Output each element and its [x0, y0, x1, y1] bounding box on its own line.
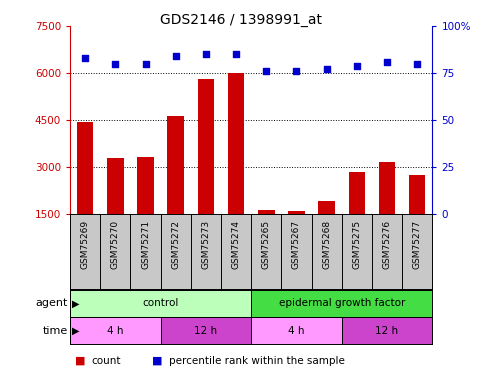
- Bar: [137, 157, 154, 214]
- Text: GSM75276: GSM75276: [383, 220, 392, 269]
- Point: [81, 55, 89, 61]
- Text: 12 h: 12 h: [194, 326, 217, 336]
- Bar: [77, 122, 93, 214]
- Text: count: count: [92, 356, 121, 366]
- Bar: [107, 158, 124, 214]
- Point: [172, 53, 180, 59]
- Text: ■: ■: [152, 356, 163, 366]
- Bar: [160, 317, 251, 344]
- Point: [293, 68, 300, 74]
- Point: [353, 63, 361, 69]
- Text: GSM75271: GSM75271: [141, 220, 150, 269]
- Bar: [318, 201, 335, 214]
- Bar: [342, 317, 432, 344]
- Point: [232, 51, 240, 57]
- Point: [112, 61, 119, 67]
- Text: agent: agent: [35, 298, 68, 308]
- Text: GSM75275: GSM75275: [352, 220, 361, 269]
- Text: time: time: [43, 326, 68, 336]
- Text: ■: ■: [75, 356, 85, 366]
- Text: GSM75268: GSM75268: [322, 220, 331, 269]
- Bar: [168, 116, 184, 214]
- Bar: [288, 211, 305, 214]
- Text: GSM75265: GSM75265: [262, 220, 271, 269]
- Bar: [349, 172, 365, 214]
- Bar: [251, 290, 432, 317]
- Text: GSM75270: GSM75270: [111, 220, 120, 269]
- Bar: [70, 317, 160, 344]
- Bar: [228, 72, 244, 214]
- Text: ▶: ▶: [71, 326, 79, 336]
- Text: GDS2146 / 1398991_at: GDS2146 / 1398991_at: [160, 13, 323, 27]
- Bar: [409, 175, 426, 214]
- Bar: [379, 162, 395, 214]
- Point: [383, 59, 391, 65]
- Bar: [70, 290, 251, 317]
- Text: GSM75272: GSM75272: [171, 220, 180, 269]
- Text: 12 h: 12 h: [375, 326, 398, 336]
- Point: [413, 61, 421, 67]
- Point: [262, 68, 270, 74]
- Text: epidermal growth factor: epidermal growth factor: [279, 298, 405, 308]
- Text: 4 h: 4 h: [288, 326, 305, 336]
- Text: GSM75274: GSM75274: [231, 220, 241, 269]
- Text: GSM75267: GSM75267: [292, 220, 301, 269]
- Bar: [198, 79, 214, 214]
- Text: 4 h: 4 h: [107, 326, 124, 336]
- Text: GSM75269: GSM75269: [81, 220, 90, 269]
- Point: [142, 61, 149, 67]
- Text: percentile rank within the sample: percentile rank within the sample: [169, 356, 345, 366]
- Bar: [251, 317, 342, 344]
- Point: [202, 51, 210, 57]
- Point: [323, 66, 330, 72]
- Text: GSM75273: GSM75273: [201, 220, 211, 269]
- Bar: [258, 210, 274, 214]
- Text: GSM75277: GSM75277: [412, 220, 422, 269]
- Text: control: control: [142, 298, 179, 308]
- Text: ▶: ▶: [71, 298, 79, 308]
